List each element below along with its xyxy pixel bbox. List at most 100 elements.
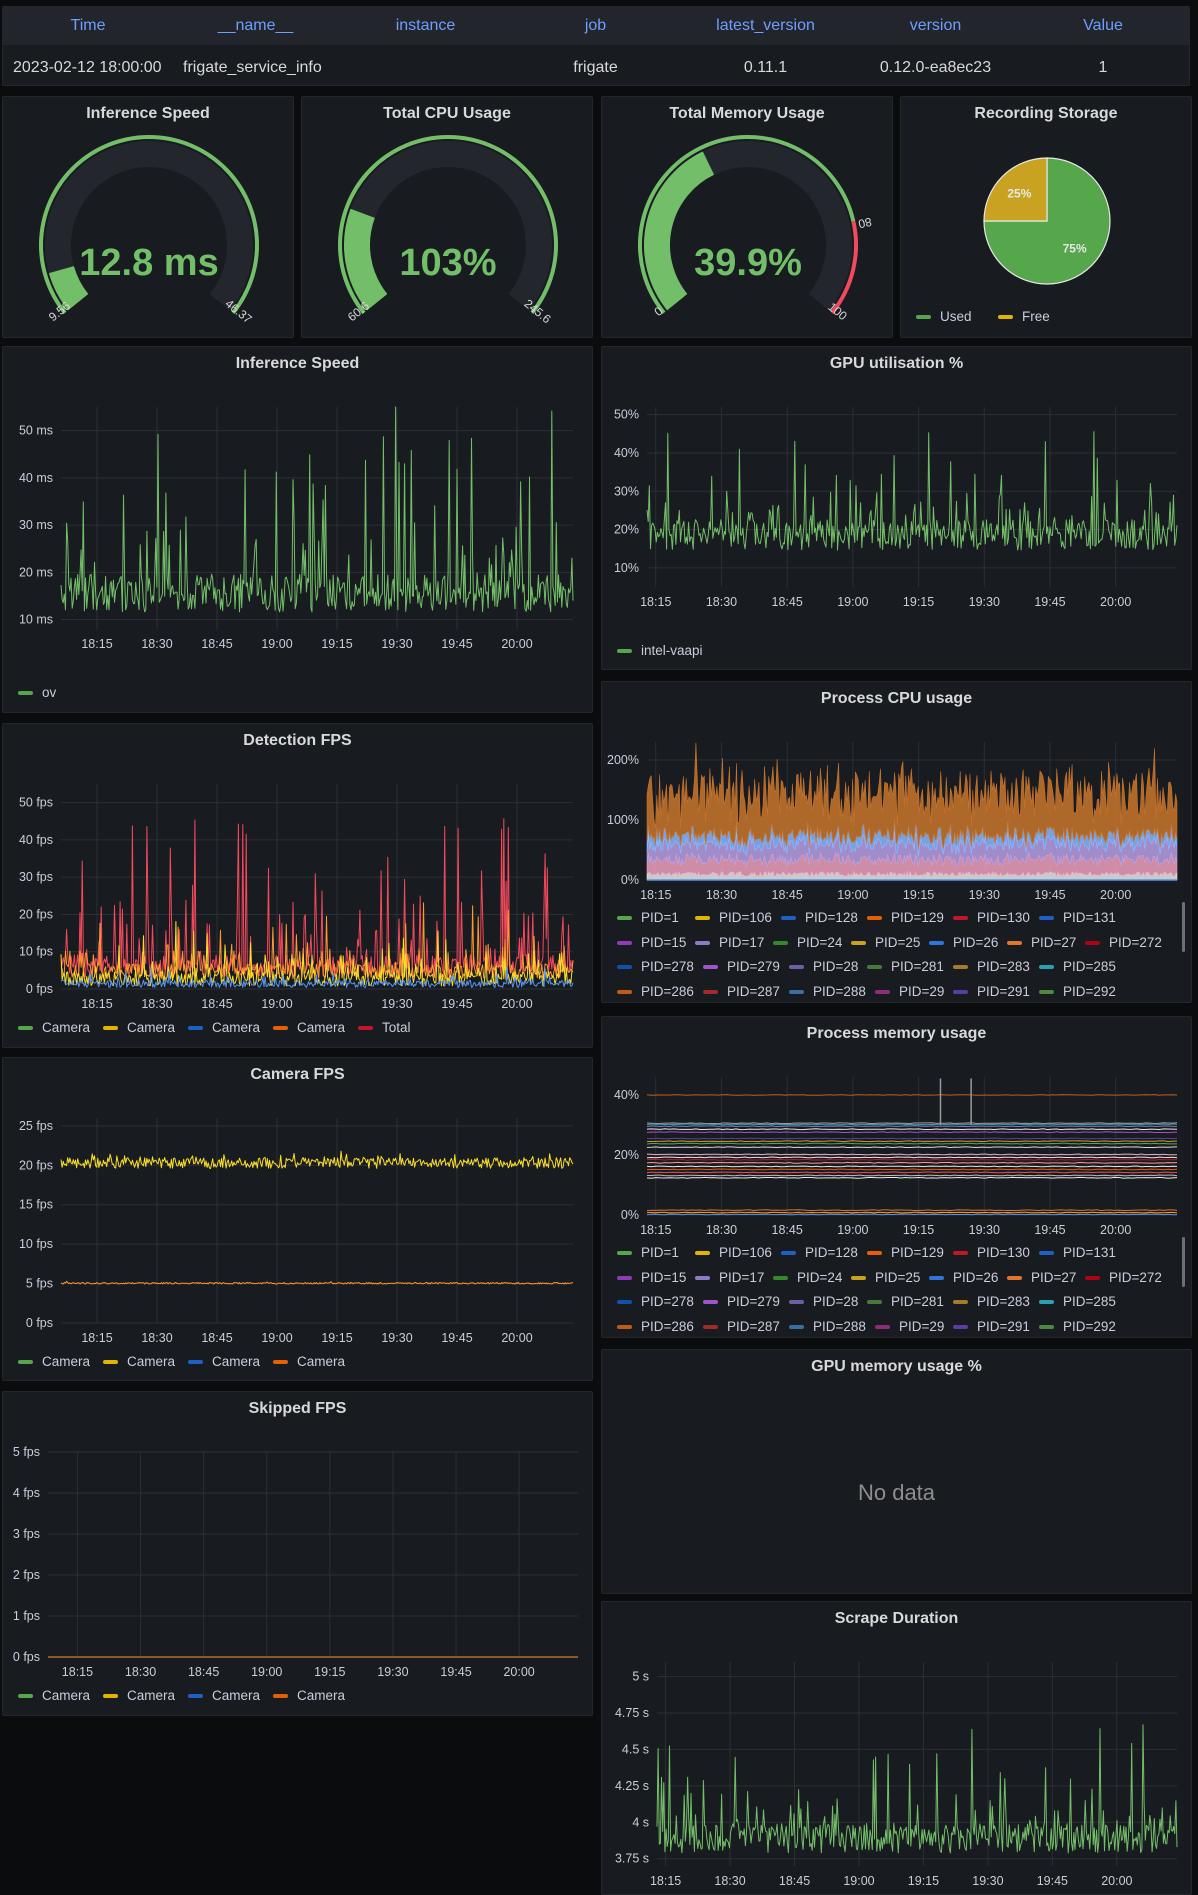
legend-item-pid[interactable]: PID=291	[953, 984, 1030, 999]
legend-item-camera[interactable]: Camera	[188, 1354, 260, 1369]
gauge-panel-total-cpu[interactable]: Total CPU Usage 60.6 245.6 103%	[301, 96, 593, 338]
legend-item-pid[interactable]: PID=287	[703, 984, 780, 999]
legend-item-ov[interactable]: ov	[18, 685, 56, 700]
legend-item-pid[interactable]: PID=131	[1039, 1245, 1116, 1260]
col-header-name[interactable]: __name__	[217, 17, 294, 34]
gauge-panel-total-memory[interactable]: Total Memory Usage 80 0 100 39.9%	[601, 96, 893, 338]
legend-swatch	[18, 1694, 33, 1699]
legend-item-camera[interactable]: Camera	[188, 1688, 260, 1703]
col-header-latest-version[interactable]: latest_version	[716, 17, 815, 34]
gauge-threshold-ok	[338, 135, 558, 315]
legend-item-pid[interactable]: PID=288	[789, 984, 866, 999]
legend-item-pid[interactable]: PID=131	[1039, 910, 1116, 925]
legend-item-pid[interactable]: PID=283	[953, 1294, 1030, 1309]
legend-item-pid[interactable]: PID=17	[695, 935, 764, 950]
legend-item-free[interactable]: Free	[998, 309, 1050, 324]
legend-item-pid[interactable]: PID=130	[953, 1245, 1030, 1260]
legend-item-camera[interactable]: Camera	[103, 1354, 175, 1369]
legend-item-pid[interactable]: PID=272	[1085, 1270, 1162, 1285]
legend-item-camera[interactable]: Camera	[18, 1020, 90, 1035]
legend-item-pid[interactable]: PID=1	[617, 1245, 679, 1260]
col-header-time[interactable]: Time	[70, 17, 106, 34]
x-tick-label: 19:15	[903, 595, 934, 609]
y-tick-label: 10%	[614, 561, 639, 575]
legend-item-pid[interactable]: PID=292	[1039, 984, 1116, 999]
legend-item-pid[interactable]: PID=283	[953, 959, 1030, 974]
legend-item-camera[interactable]: Camera	[18, 1688, 90, 1703]
gpu-utilisation-chart-panel[interactable]: GPU utilisation % 10% 20% 30% 40% 50% 18:15 18…	[601, 346, 1192, 670]
legend-item-pid[interactable]: PID=15	[617, 935, 686, 950]
scrape-duration-chart-panel[interactable]: Scrape Duration 3.75 s 4 s 4.25 s 4.5 s 4.75…	[601, 1601, 1192, 1895]
legend-item-pid[interactable]: PID=130	[953, 910, 1030, 925]
legend-item-pid[interactable]: PID=272	[1085, 935, 1162, 950]
legend-item-pid[interactable]: PID=106	[695, 1245, 772, 1260]
legend-item-pid[interactable]: PID=129	[867, 910, 944, 925]
camera-fps-chart-panel[interactable]: Camera FPS 0 fps 5 fps 10 fps 15 fps 20 fps 2…	[2, 1057, 593, 1381]
legend-item-pid[interactable]: PID=28	[789, 959, 858, 974]
legend-item-pid[interactable]: PID=29	[875, 1319, 944, 1334]
legend-item-pid[interactable]: PID=27	[1007, 935, 1076, 950]
legend-item-pid[interactable]: PID=25	[851, 1270, 920, 1285]
gpu-memory-panel[interactable]: GPU memory usage % No data	[601, 1349, 1192, 1594]
process-memory-chart-panel[interactable]: Process memory usage 0% 20% 40% 18:15 18:30 1…	[601, 1016, 1192, 1338]
legend-item-pid[interactable]: PID=288	[789, 1319, 866, 1334]
gauge-panel-inference-speed[interactable]: Inference Speed 9.56 46.37 12.8 ms	[2, 96, 294, 338]
legend-item-pid[interactable]: PID=287	[703, 1319, 780, 1334]
legend-scrollbar[interactable]	[1182, 1237, 1185, 1287]
legend-item-pid[interactable]: PID=286	[617, 1319, 694, 1334]
legend-item-pid[interactable]: PID=128	[781, 910, 858, 925]
skipped-fps-chart-panel[interactable]: Skipped FPS 0 fps 1 fps 2 fps 3 fps 4 fps 5 f…	[2, 1391, 593, 1716]
legend-item-pid[interactable]: PID=279	[703, 1294, 780, 1309]
legend-item-pid[interactable]: PID=25	[851, 935, 920, 950]
legend-item-total[interactable]: Total	[358, 1020, 411, 1035]
legend-item-intel-vaapi[interactable]: intel-vaapi	[617, 643, 703, 658]
col-header-version[interactable]: version	[909, 17, 962, 34]
legend-item-pid[interactable]: PID=29	[875, 984, 944, 999]
series-line	[646, 1171, 1178, 1174]
legend-item-camera[interactable]: Camera	[188, 1020, 260, 1035]
legend-item-pid[interactable]: PID=281	[867, 1294, 944, 1309]
legend-item-pid[interactable]: PID=281	[867, 959, 944, 974]
legend-item-pid[interactable]: PID=24	[773, 1270, 842, 1285]
legend-label: PID=285	[1063, 1294, 1116, 1309]
legend-item-camera[interactable]: Camera	[273, 1688, 345, 1703]
legend-item-pid[interactable]: PID=278	[617, 959, 694, 974]
legend-item-pid[interactable]: PID=279	[703, 959, 780, 974]
legend-item-camera[interactable]: Camera	[273, 1020, 345, 1035]
pie-slice-free[interactable]	[983, 157, 1048, 222]
legend-item-camera[interactable]: Camera	[273, 1354, 345, 1369]
legend-item-pid[interactable]: PID=278	[617, 1294, 694, 1309]
recording-storage-panel[interactable]: Recording Storage 75% 25% Used Free	[900, 96, 1192, 338]
process-cpu-chart-panel[interactable]: Process CPU usage 0% 100% 200% 18:15 18:30 18…	[601, 681, 1192, 1003]
legend-item-pid[interactable]: PID=17	[695, 1270, 764, 1285]
legend-item-pid[interactable]: PID=26	[929, 1270, 998, 1285]
legend-item-pid[interactable]: PID=15	[617, 1270, 686, 1285]
legend-item-pid[interactable]: PID=285	[1039, 959, 1116, 974]
legend-scrollbar[interactable]	[1182, 902, 1185, 952]
legend-item-camera[interactable]: Camera	[18, 1354, 90, 1369]
legend-item-pid[interactable]: PID=1	[617, 910, 679, 925]
legend-item-pid[interactable]: PID=291	[953, 1319, 1030, 1334]
legend-item-pid[interactable]: PID=106	[695, 910, 772, 925]
legend-item-pid[interactable]: PID=286	[617, 984, 694, 999]
legend-item-pid[interactable]: PID=285	[1039, 1294, 1116, 1309]
x-tick-label: 19:45	[1034, 595, 1065, 609]
legend-item-pid[interactable]: PID=26	[929, 935, 998, 950]
legend-item-pid[interactable]: PID=292	[1039, 1319, 1116, 1334]
legend-item-camera[interactable]: Camera	[103, 1020, 175, 1035]
legend-item-pid[interactable]: PID=28	[789, 1294, 858, 1309]
y-tick-label: 2 fps	[13, 1568, 40, 1582]
legend-item-pid[interactable]: PID=24	[773, 935, 842, 950]
col-header-job[interactable]: job	[584, 17, 607, 34]
inference-speed-chart-panel[interactable]: Inference Speed 10 ms 20 ms 30 ms 40 ms 50 m…	[2, 346, 593, 713]
legend-item-used[interactable]: Used	[916, 309, 972, 324]
col-header-value[interactable]: Value	[1083, 17, 1123, 34]
legend-item-pid[interactable]: PID=128	[781, 1245, 858, 1260]
legend-swatch	[789, 1324, 804, 1329]
legend-item-camera[interactable]: Camera	[103, 1688, 175, 1703]
legend-swatch	[703, 1324, 718, 1329]
legend-item-pid[interactable]: PID=27	[1007, 1270, 1076, 1285]
col-header-instance[interactable]: instance	[395, 17, 456, 34]
legend-item-pid[interactable]: PID=129	[867, 1245, 944, 1260]
detection-fps-chart-panel[interactable]: Detection FPS 0 fps 10 fps 20 fps 30 fps 40 …	[2, 723, 593, 1048]
